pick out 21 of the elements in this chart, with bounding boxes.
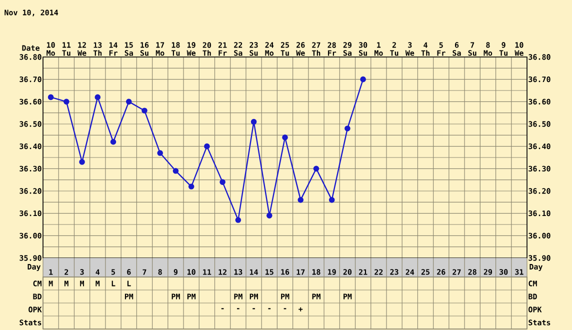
point: [157, 150, 163, 156]
point: [266, 212, 272, 218]
point: [220, 179, 226, 185]
point: [79, 159, 85, 165]
point: [188, 184, 194, 190]
point: [110, 138, 116, 145]
point: [360, 76, 366, 82]
point: [344, 126, 350, 132]
point: [298, 197, 304, 203]
point: [48, 94, 54, 100]
point: [313, 166, 320, 172]
point: [235, 217, 242, 223]
point: [172, 168, 179, 174]
point: [126, 98, 132, 105]
point: [204, 143, 210, 150]
point: [328, 197, 335, 203]
point: [142, 108, 148, 114]
point: [64, 98, 70, 105]
point: [250, 118, 257, 125]
point: [94, 94, 101, 100]
point: [282, 134, 288, 140]
